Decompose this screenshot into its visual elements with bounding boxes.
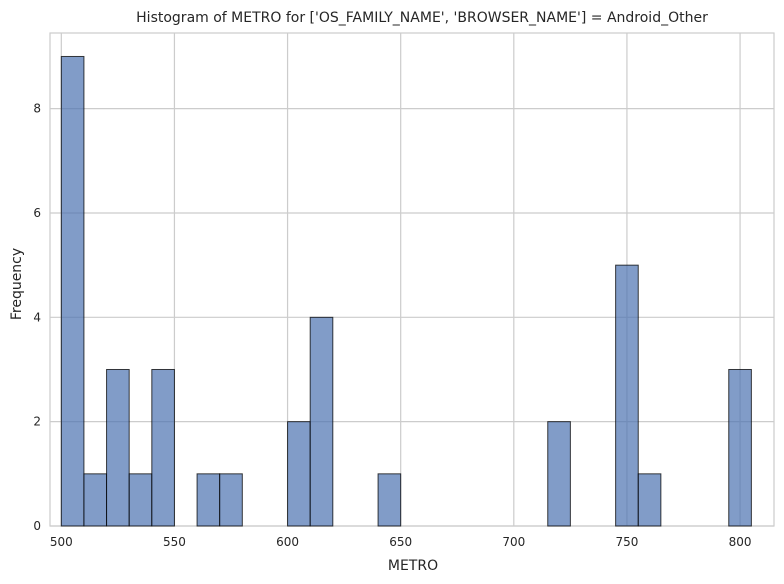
histogram-bar <box>309 316 334 527</box>
y-tick-labels: 0 2 4 6 8 <box>33 102 41 533</box>
histogram-bar <box>196 473 221 527</box>
x-tick-label: 550 <box>163 535 186 549</box>
y-tick-label: 6 <box>33 206 41 220</box>
chart-title: Histogram of METRO for ['OS_FAMILY_NAME'… <box>136 10 708 26</box>
histogram-bar <box>106 368 130 527</box>
x-axis-label: METRO <box>388 558 438 574</box>
histogram-bars <box>60 55 752 527</box>
histogram-bar <box>128 473 153 527</box>
y-axis-label: Frequency <box>9 248 25 320</box>
histogram-bar <box>151 368 175 527</box>
histogram-bar <box>728 368 752 527</box>
histogram-bar <box>287 421 311 527</box>
histogram-bar <box>547 421 571 527</box>
histogram-bar <box>637 473 662 527</box>
plot-frame <box>49 32 775 527</box>
histogram-bar <box>219 473 243 527</box>
x-tick-label: 650 <box>389 535 412 549</box>
y-tick-label: 4 <box>33 310 41 324</box>
y-tick-label: 0 <box>33 519 41 533</box>
x-tick-label: 750 <box>615 535 638 549</box>
x-tick-label: 500 <box>50 535 73 549</box>
histogram-bar <box>377 473 402 527</box>
y-tick-label: 2 <box>33 415 41 429</box>
x-tick-labels: 500 550 600 650 700 750 800 <box>50 535 752 549</box>
y-tick-label: 8 <box>33 102 41 116</box>
x-tick-label: 800 <box>729 535 752 549</box>
histogram-bar <box>615 264 639 527</box>
histogram-bar <box>83 473 108 527</box>
x-tick-label: 700 <box>502 535 525 549</box>
x-tick-label: 600 <box>276 535 299 549</box>
histogram-bar <box>60 55 85 527</box>
